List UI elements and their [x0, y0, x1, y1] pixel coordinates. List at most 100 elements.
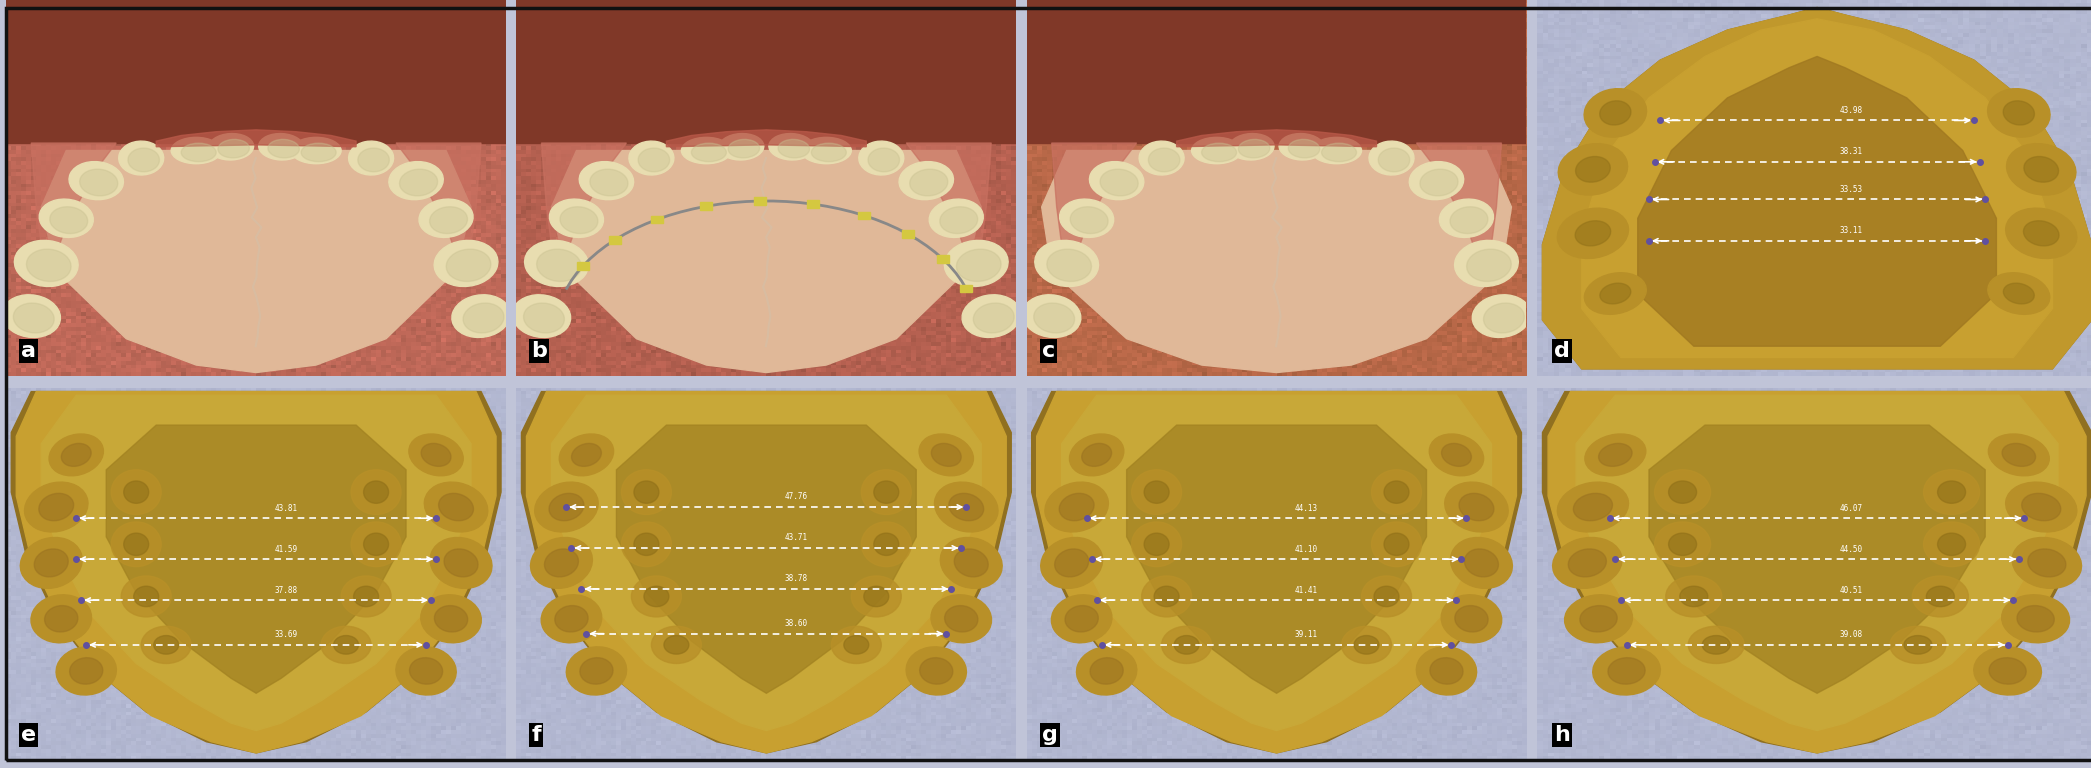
- Text: 43.81: 43.81: [274, 504, 297, 512]
- Ellipse shape: [1600, 101, 1631, 125]
- Ellipse shape: [431, 538, 491, 588]
- Ellipse shape: [1451, 538, 1512, 588]
- Ellipse shape: [1654, 522, 1710, 567]
- Ellipse shape: [631, 576, 682, 617]
- Polygon shape: [157, 130, 355, 147]
- Polygon shape: [521, 392, 1012, 753]
- Bar: [857, 212, 870, 219]
- Ellipse shape: [1052, 594, 1112, 643]
- Bar: [608, 236, 621, 243]
- Ellipse shape: [341, 576, 391, 617]
- Ellipse shape: [1280, 134, 1324, 160]
- Text: 33.69: 33.69: [274, 631, 297, 639]
- Ellipse shape: [554, 606, 588, 632]
- Ellipse shape: [1378, 148, 1409, 172]
- Ellipse shape: [27, 249, 71, 281]
- Ellipse shape: [69, 161, 123, 200]
- Ellipse shape: [939, 207, 979, 233]
- Ellipse shape: [1564, 594, 1633, 643]
- Ellipse shape: [1464, 549, 1499, 577]
- Ellipse shape: [1585, 434, 1646, 476]
- Ellipse shape: [1100, 169, 1138, 196]
- Polygon shape: [552, 396, 981, 730]
- Ellipse shape: [621, 522, 671, 567]
- Polygon shape: [10, 392, 502, 753]
- Polygon shape: [42, 396, 470, 730]
- Text: 38.60: 38.60: [784, 619, 807, 628]
- Ellipse shape: [435, 606, 468, 632]
- Bar: [577, 262, 590, 270]
- Ellipse shape: [1455, 240, 1518, 286]
- Ellipse shape: [1938, 533, 1966, 555]
- Ellipse shape: [972, 303, 1014, 333]
- Text: a: a: [21, 341, 36, 361]
- Ellipse shape: [155, 636, 178, 654]
- Ellipse shape: [15, 240, 77, 286]
- Ellipse shape: [424, 482, 487, 532]
- Text: 38.31: 38.31: [1840, 147, 1863, 156]
- Text: 39.11: 39.11: [1294, 631, 1317, 639]
- Ellipse shape: [1679, 586, 1708, 607]
- Polygon shape: [527, 392, 1006, 753]
- Ellipse shape: [1022, 295, 1081, 337]
- Ellipse shape: [2024, 157, 2058, 182]
- Polygon shape: [1543, 392, 2091, 753]
- Ellipse shape: [2005, 482, 2076, 532]
- Ellipse shape: [956, 249, 1002, 281]
- Ellipse shape: [1572, 493, 1612, 521]
- Ellipse shape: [1069, 434, 1123, 476]
- Ellipse shape: [1372, 522, 1422, 567]
- Ellipse shape: [1449, 207, 1489, 233]
- Polygon shape: [1041, 151, 1512, 372]
- Ellipse shape: [851, 576, 901, 617]
- Ellipse shape: [1064, 606, 1098, 632]
- Text: 43.98: 43.98: [1840, 106, 1863, 114]
- Ellipse shape: [531, 538, 592, 588]
- Ellipse shape: [79, 169, 117, 196]
- Ellipse shape: [910, 169, 947, 196]
- Ellipse shape: [1148, 148, 1179, 172]
- Ellipse shape: [44, 606, 77, 632]
- Ellipse shape: [1384, 481, 1409, 503]
- Ellipse shape: [874, 533, 899, 555]
- Ellipse shape: [2, 295, 61, 337]
- Ellipse shape: [1600, 443, 1633, 466]
- Ellipse shape: [1374, 586, 1399, 607]
- Polygon shape: [1062, 396, 1491, 730]
- Ellipse shape: [2003, 101, 2035, 125]
- Ellipse shape: [629, 141, 673, 175]
- Ellipse shape: [638, 148, 669, 172]
- Ellipse shape: [1913, 576, 1968, 617]
- Bar: [960, 285, 972, 292]
- Ellipse shape: [418, 199, 473, 237]
- Ellipse shape: [351, 522, 401, 567]
- Ellipse shape: [389, 161, 443, 200]
- Ellipse shape: [1890, 626, 1947, 664]
- Ellipse shape: [2028, 549, 2066, 577]
- Ellipse shape: [1048, 249, 1092, 281]
- Ellipse shape: [410, 434, 464, 476]
- Ellipse shape: [945, 606, 979, 632]
- Ellipse shape: [719, 134, 763, 160]
- Bar: [937, 255, 949, 263]
- Ellipse shape: [1131, 522, 1181, 567]
- Ellipse shape: [1288, 140, 1319, 158]
- Ellipse shape: [537, 249, 581, 281]
- Ellipse shape: [1581, 606, 1616, 632]
- Ellipse shape: [560, 207, 598, 233]
- Ellipse shape: [567, 647, 627, 695]
- Polygon shape: [395, 143, 481, 283]
- Ellipse shape: [21, 538, 82, 588]
- Ellipse shape: [335, 636, 358, 654]
- Ellipse shape: [1372, 470, 1422, 515]
- Ellipse shape: [859, 141, 903, 175]
- Ellipse shape: [845, 636, 868, 654]
- Polygon shape: [1037, 392, 1516, 753]
- Ellipse shape: [1046, 482, 1108, 532]
- Ellipse shape: [832, 626, 880, 664]
- Ellipse shape: [1924, 470, 1980, 515]
- Ellipse shape: [429, 207, 468, 233]
- Ellipse shape: [1558, 208, 1629, 259]
- Ellipse shape: [349, 141, 393, 175]
- Ellipse shape: [949, 493, 983, 521]
